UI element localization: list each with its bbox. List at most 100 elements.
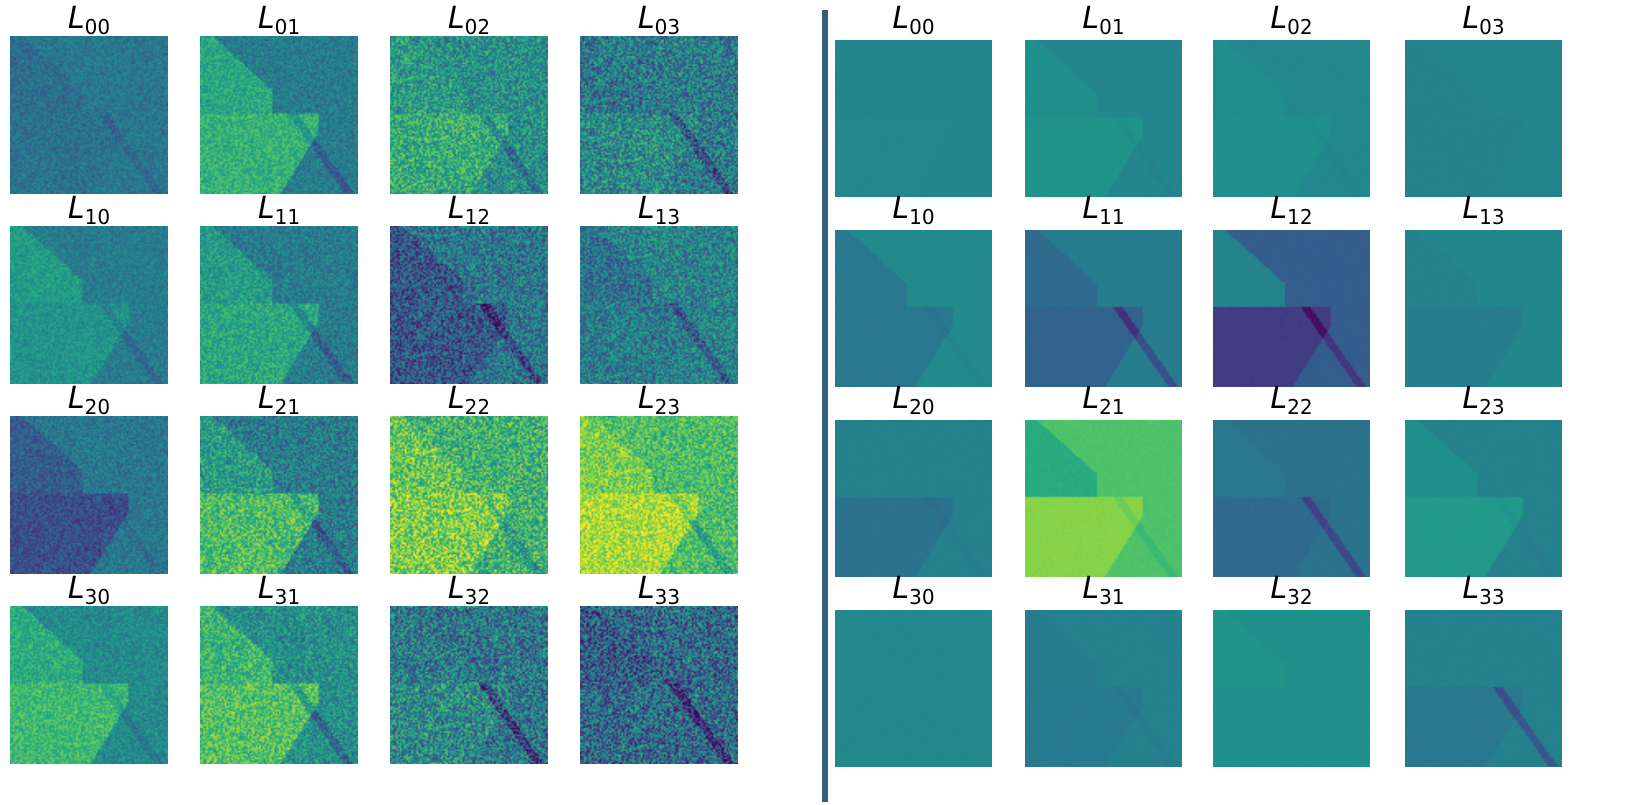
cell-title-subscript: 21 bbox=[1099, 395, 1125, 419]
grid-cell-33: L33 bbox=[1405, 572, 1562, 767]
cell-title-subscript: 32 bbox=[1287, 585, 1313, 609]
cell-title: L02 bbox=[390, 2, 548, 44]
cell-title: L10 bbox=[835, 192, 992, 234]
grid-cell-00: L00 bbox=[10, 2, 168, 194]
heatmap-image bbox=[580, 416, 738, 574]
cell-title: L31 bbox=[200, 572, 358, 614]
cell-title: L33 bbox=[580, 572, 738, 614]
cell-title: L30 bbox=[835, 572, 992, 614]
cell-title-letter: L bbox=[1462, 381, 1480, 416]
cell-title: L12 bbox=[390, 192, 548, 234]
heatmap-image bbox=[835, 420, 992, 577]
clean-grid-panel: L00 L01 L02 L03 L10 L11 L12 L13 L20 L21 L22 L23 L30 L… bbox=[835, 0, 1645, 805]
cell-title-letter: L bbox=[892, 381, 910, 416]
grid-cell-03: L03 bbox=[580, 2, 738, 194]
grid-cell-12: L12 bbox=[390, 192, 548, 384]
cell-title: L13 bbox=[580, 192, 738, 234]
cell-title: L33 bbox=[1405, 572, 1562, 614]
cell-title-subscript: 22 bbox=[1287, 395, 1313, 419]
heatmap-image bbox=[1213, 610, 1370, 767]
cell-title-letter: L bbox=[447, 571, 465, 606]
grid-cell-21: L21 bbox=[200, 382, 358, 574]
heatmap-image bbox=[1213, 40, 1370, 197]
heatmap-image bbox=[200, 606, 358, 764]
grid-cell-32: L32 bbox=[1213, 572, 1370, 767]
grid-cell-01: L01 bbox=[1025, 2, 1182, 197]
cell-title-letter: L bbox=[447, 381, 465, 416]
cell-title-letter: L bbox=[257, 1, 275, 36]
grid-cell-31: L31 bbox=[1025, 572, 1182, 767]
heatmap-image bbox=[1213, 420, 1370, 577]
cell-title-letter: L bbox=[257, 571, 275, 606]
heatmap-image bbox=[1405, 420, 1562, 577]
cell-title-letter: L bbox=[1462, 1, 1480, 36]
cell-title-subscript: 32 bbox=[464, 585, 491, 609]
cell-title-letter: L bbox=[257, 381, 275, 416]
cell-title-letter: L bbox=[892, 191, 910, 226]
grid-cell-03: L03 bbox=[1405, 2, 1562, 197]
cell-title-subscript: 21 bbox=[274, 395, 301, 419]
heatmap-image bbox=[580, 606, 738, 764]
cell-title-letter: L bbox=[637, 381, 655, 416]
grid-cell-13: L13 bbox=[580, 192, 738, 384]
cell-title: L01 bbox=[200, 2, 358, 44]
heatmap-image bbox=[580, 226, 738, 384]
heatmap-image bbox=[1213, 230, 1370, 387]
grid-cell-32: L32 bbox=[390, 572, 548, 764]
cell-title: L00 bbox=[10, 2, 168, 44]
cell-title-subscript: 20 bbox=[909, 395, 935, 419]
cell-title-letter: L bbox=[637, 571, 655, 606]
cell-title-subscript: 03 bbox=[654, 15, 681, 39]
heatmap-image bbox=[10, 416, 168, 574]
cell-title-letter: L bbox=[67, 191, 85, 226]
cell-title-subscript: 12 bbox=[1287, 205, 1313, 229]
heatmap-image bbox=[1405, 610, 1562, 767]
grid-cell-23: L23 bbox=[1405, 382, 1562, 577]
grid-cell-02: L02 bbox=[390, 2, 548, 194]
cell-title-subscript: 23 bbox=[1479, 395, 1505, 419]
heatmap-image bbox=[835, 40, 992, 197]
cell-title: L23 bbox=[1405, 382, 1562, 424]
heatmap-image bbox=[200, 416, 358, 574]
cell-title-letter: L bbox=[1082, 191, 1100, 226]
heatmap-image bbox=[1025, 230, 1182, 387]
cell-title: L03 bbox=[580, 2, 738, 44]
cell-title-subscript: 13 bbox=[1479, 205, 1505, 229]
heatmap-image bbox=[390, 226, 548, 384]
grid-cell-11: L11 bbox=[200, 192, 358, 384]
heatmap-image bbox=[835, 230, 992, 387]
cell-title: L20 bbox=[10, 382, 168, 424]
grid-cell-21: L21 bbox=[1025, 382, 1182, 577]
cell-title: L20 bbox=[835, 382, 992, 424]
cell-title: L22 bbox=[1213, 382, 1370, 424]
cell-title-subscript: 20 bbox=[84, 395, 111, 419]
cell-title-letter: L bbox=[1462, 571, 1480, 606]
heatmap-image bbox=[390, 416, 548, 574]
cell-title: L23 bbox=[580, 382, 738, 424]
heatmap-image bbox=[200, 36, 358, 194]
cell-title-subscript: 33 bbox=[654, 585, 681, 609]
cell-title: L21 bbox=[1025, 382, 1182, 424]
cell-title-subscript: 11 bbox=[274, 205, 301, 229]
cell-title-subscript: 02 bbox=[1287, 15, 1313, 39]
cell-title-subscript: 00 bbox=[84, 15, 111, 39]
heatmap-image bbox=[1025, 420, 1182, 577]
cell-title-subscript: 31 bbox=[274, 585, 301, 609]
cell-title: L12 bbox=[1213, 192, 1370, 234]
cell-title-subscript: 02 bbox=[464, 15, 491, 39]
heatmap-image bbox=[390, 606, 548, 764]
cell-title: L02 bbox=[1213, 2, 1370, 44]
cell-title-subscript: 23 bbox=[654, 395, 681, 419]
cell-title-letter: L bbox=[892, 571, 910, 606]
cell-title-subscript: 31 bbox=[1099, 585, 1125, 609]
grid-cell-31: L31 bbox=[200, 572, 358, 764]
cell-title: L00 bbox=[835, 2, 992, 44]
grid-cell-20: L20 bbox=[835, 382, 992, 577]
cell-title-letter: L bbox=[1082, 571, 1100, 606]
cell-title-letter: L bbox=[637, 1, 655, 36]
cell-title-letter: L bbox=[1270, 571, 1288, 606]
cell-title-subscript: 10 bbox=[84, 205, 111, 229]
cell-title: L10 bbox=[10, 192, 168, 234]
cell-title: L13 bbox=[1405, 192, 1562, 234]
grid-cell-02: L02 bbox=[1213, 2, 1370, 197]
